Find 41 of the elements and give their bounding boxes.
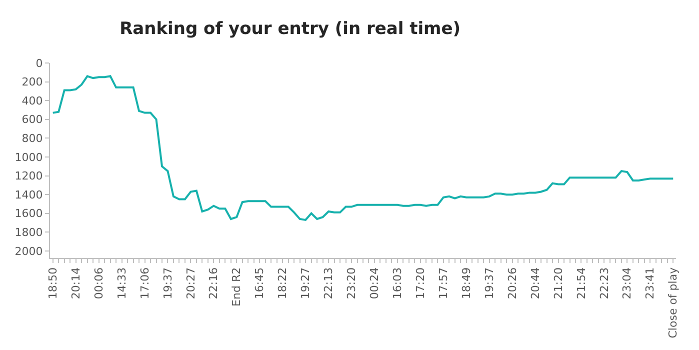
x-tick-label: 16:03 [391,267,404,300]
x-tick-label: 20:14 [69,267,82,300]
y-tick-label: 1000 [14,150,43,164]
y-tick-label: 1200 [14,170,43,183]
y-tick-label: 2000 [14,244,43,258]
x-tick-label: 19:37 [161,267,174,300]
x-tick-label: End R2 [230,267,244,306]
x-tick-label: 23:20 [345,267,358,300]
x-tick-label: 18:49 [460,267,473,300]
x-tick-label: 20:44 [528,267,542,300]
x-tick-label: 22:23 [598,267,611,300]
x-tick-label: 21:20 [552,267,565,300]
x-tick-label: 20:27 [184,267,198,300]
x-tick-label: 23:04 [620,267,634,300]
x-tick-label: 21:54 [574,267,588,300]
x-tick-label: 19:27 [299,267,312,300]
x-tick-label: 16:45 [253,267,266,300]
y-tick-label: 200 [22,76,43,89]
x-tick-label: 17:57 [436,267,450,300]
x-tick-label: 00:24 [368,267,382,300]
x-tick-label: 00:06 [92,267,106,300]
line-series [52,75,674,221]
y-tick-label: 400 [22,94,43,108]
y-tick-label: 600 [22,113,43,126]
x-tick-label: 22:13 [322,267,336,300]
x-tick-label: 19:37 [482,267,496,300]
chart-title: Ranking of your entry (in real time) [120,18,461,39]
y-tick-label: 1600 [14,207,43,220]
x-tick-label: 17:06 [138,267,152,300]
x-tick-label: 18:50 [46,267,60,300]
y-tick-label: 800 [22,132,43,146]
y-tick-label: 0 [36,56,43,70]
x-tick-label: 18:22 [276,267,290,300]
x-tick-label: 23:41 [644,267,657,300]
x-tick-label: 14:33 [115,267,128,300]
x-tick-label: 20:26 [506,267,519,300]
x-tick-label: 22:16 [207,267,220,300]
y-tick-label: 1800 [14,226,43,240]
y-tick-label: 1400 [14,188,43,202]
x-tick-label: 17:20 [414,267,428,300]
x-tick-label: Close of play [666,266,680,338]
